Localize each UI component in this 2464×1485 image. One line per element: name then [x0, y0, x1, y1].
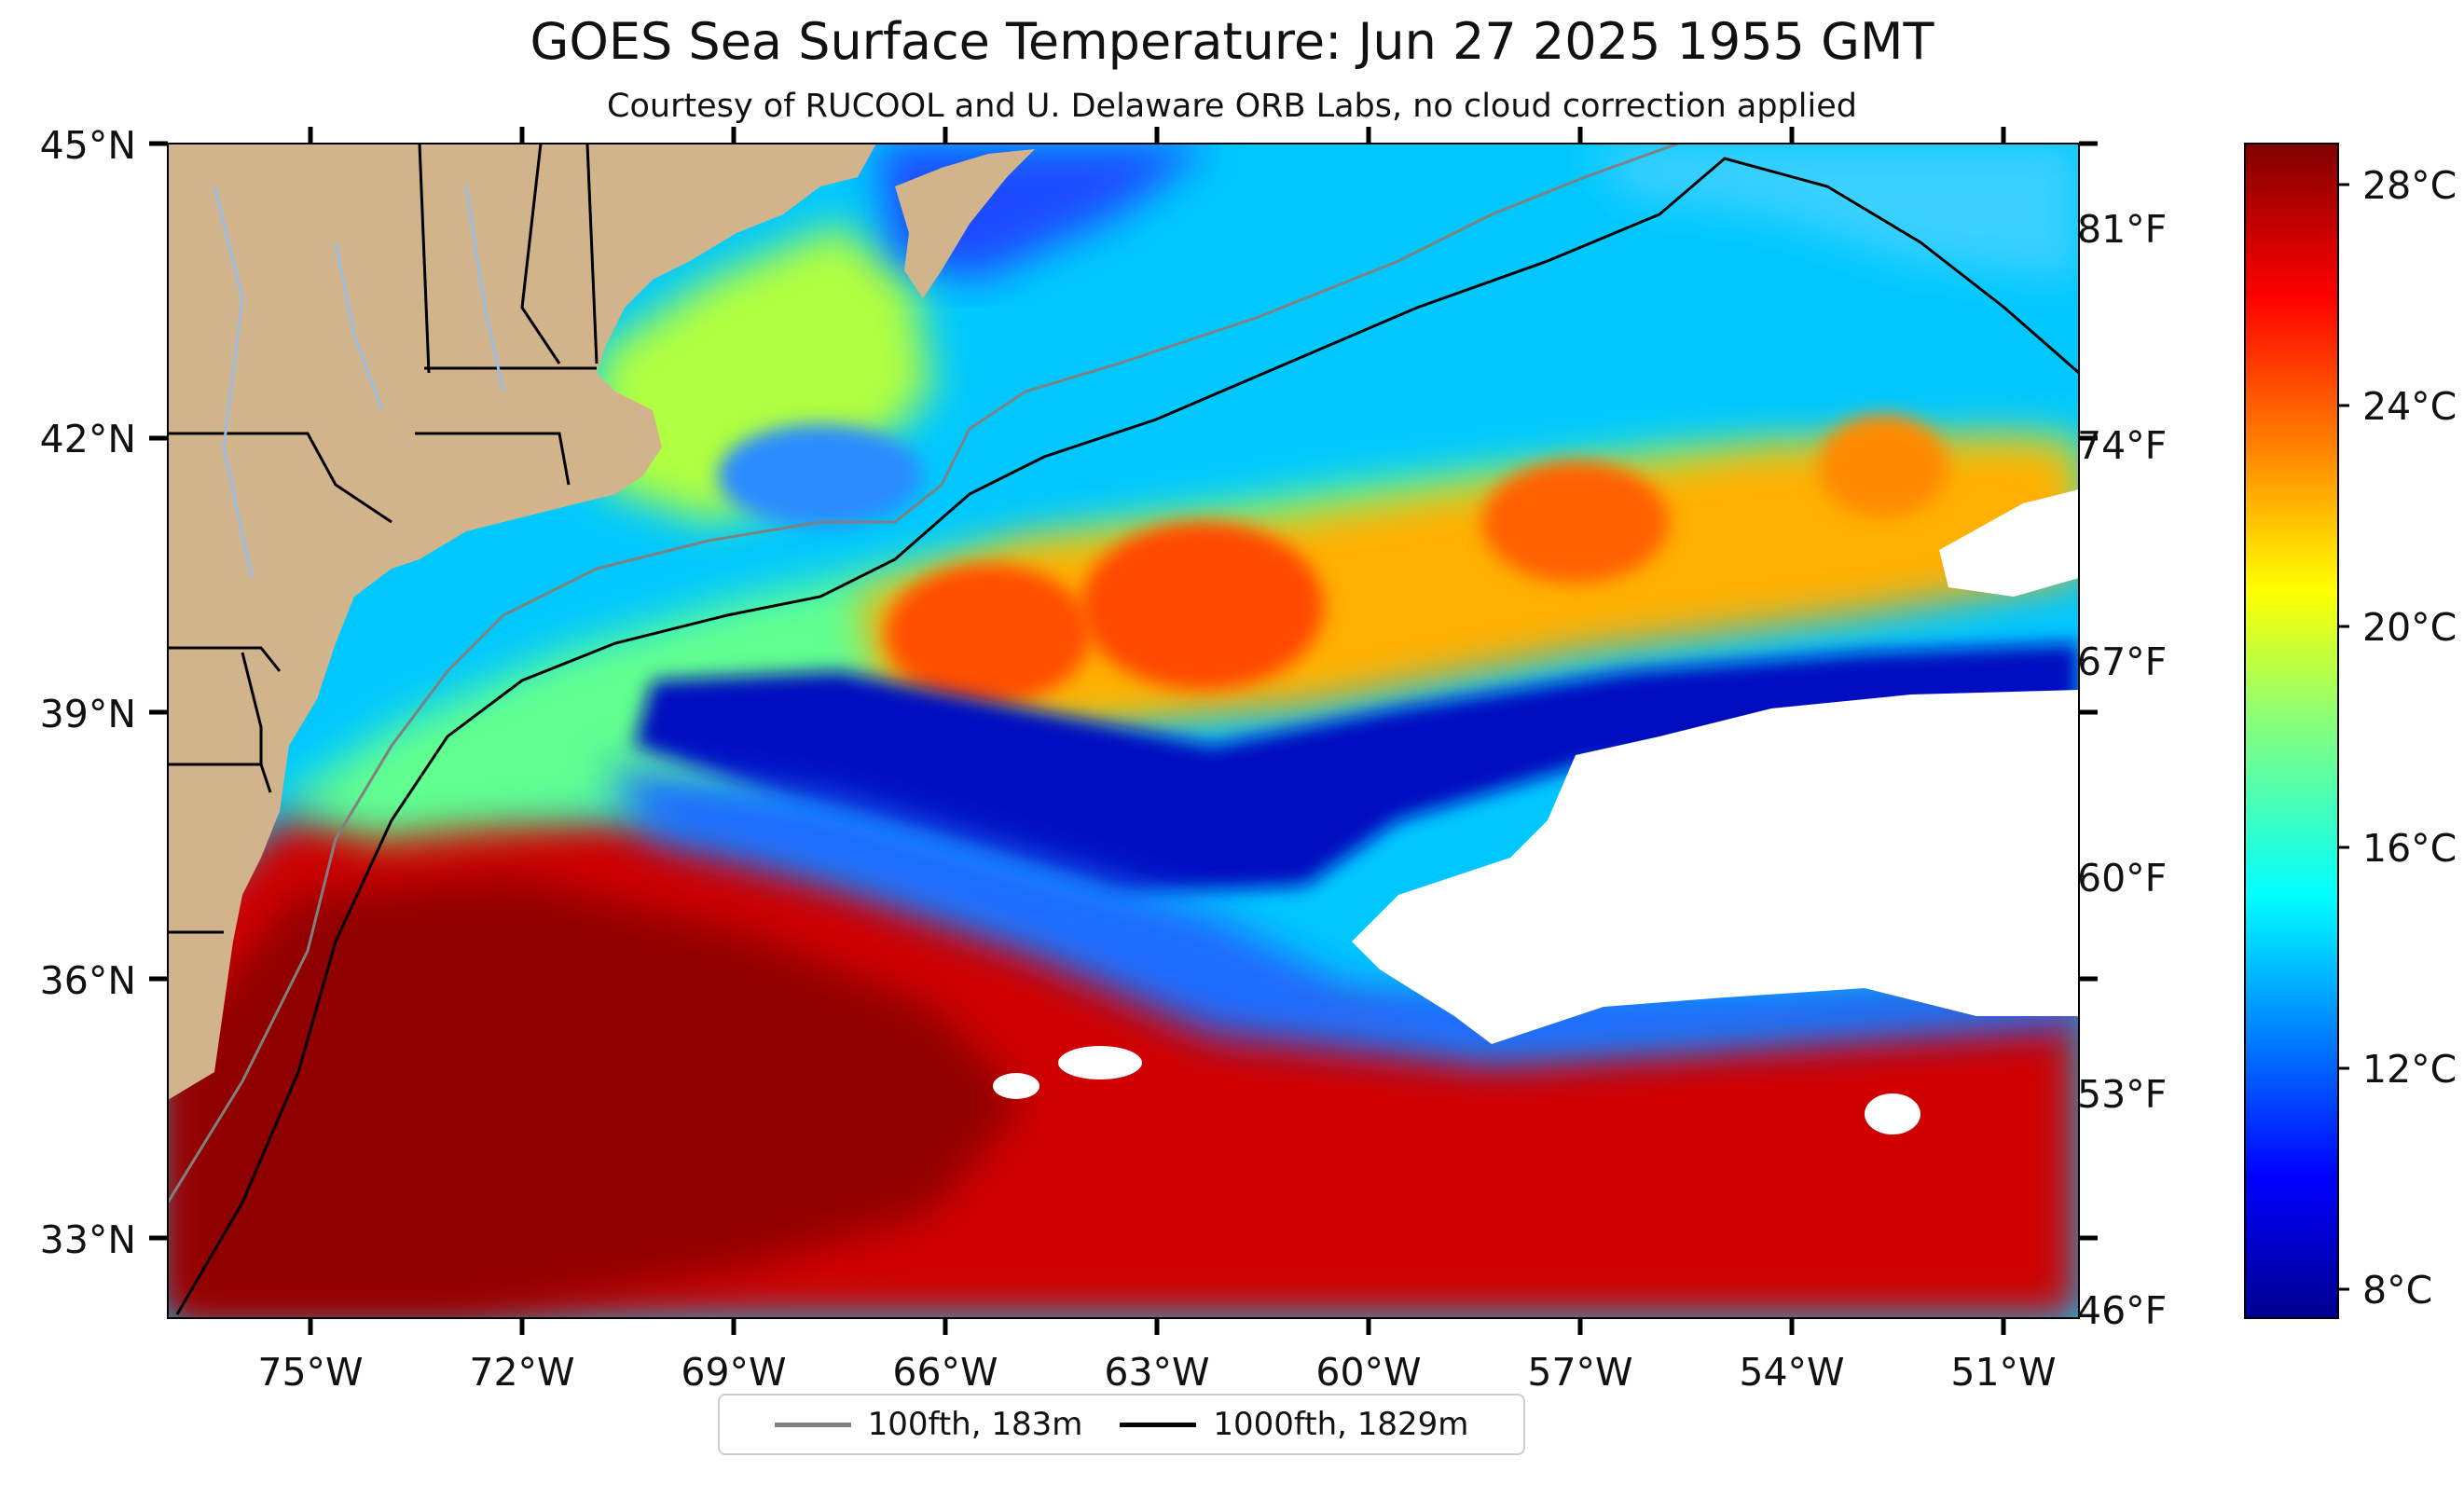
colorbar-tick-8c: 8°C: [2362, 1268, 2432, 1313]
lon-tick-60: 60°W: [1315, 1350, 1421, 1395]
lon-tick-66: 66°W: [892, 1350, 998, 1395]
lon-tick-69: 69°W: [681, 1350, 786, 1395]
no-data-region-northeast: [1939, 489, 2079, 597]
lat-tick-39: 39°N: [40, 692, 136, 736]
lon-tick-75: 75°W: [257, 1350, 363, 1395]
colorbar-ticks: [2338, 183, 2349, 1291]
warm-eddy-4: [1818, 415, 1948, 517]
contour-1000fth: [175, 157, 2079, 1315]
nova-scotia-land: [895, 149, 1035, 298]
no-data-patch-3: [993, 1073, 1039, 1099]
georges-bank-cool: [718, 424, 923, 527]
colorbar-tick-24c: 24°C: [2362, 384, 2457, 429]
lat-tick-42: 42°N: [40, 417, 136, 461]
contour-100fth: [168, 144, 1679, 1203]
lat-tick-33: 33°N: [40, 1217, 136, 1262]
colorbar-tick-16c: 16°C: [2362, 826, 2457, 871]
colorbar: [2244, 143, 2339, 1319]
warm-eddy-3: [1482, 461, 1669, 583]
state-borders: [168, 144, 599, 934]
no-data-patch-2: [1865, 1093, 1920, 1134]
cold-slope-band: [634, 643, 2079, 895]
lon-tick-57: 57°W: [1527, 1350, 1632, 1395]
warm-eddy-1: [886, 564, 1091, 704]
lon-axis-bottom: [308, 1318, 2006, 1335]
warm-eddy-2: [1081, 522, 1324, 690]
sst-plot-area: [168, 144, 2079, 1318]
fahrenheit-tick-46: 46°F: [2077, 1288, 2167, 1333]
plot-frame: [167, 143, 2080, 1319]
legend-item-100fth: 100fth, 183m: [774, 1406, 1083, 1443]
fahrenheit-tick-67: 67°F: [2077, 639, 2167, 684]
colorbar-tick-28c: 28°C: [2362, 163, 2457, 208]
map-title: GOES Sea Surface Temperature: Jun 27 202…: [530, 12, 1934, 71]
contour-legend: 100fth, 183m 1000fth, 1829m: [718, 1394, 1525, 1455]
lon-tick-54: 54°W: [1739, 1350, 1844, 1395]
legend-item-1000fth: 1000fth, 1829m: [1120, 1406, 1468, 1443]
fahrenheit-tick-74: 74°F: [2077, 423, 2167, 468]
dark-red-core: [168, 876, 1026, 1318]
lon-tick-51: 51°W: [1950, 1350, 2056, 1395]
no-data-region-east: [1352, 690, 2079, 1044]
land-mass: [168, 144, 876, 1100]
map-subtitle: Courtesy of RUCOOL and U. Delaware ORB L…: [607, 88, 1857, 125]
colorbar-tick-20c: 20°C: [2362, 605, 2457, 650]
fahrenheit-tick-60: 60°F: [2077, 856, 2167, 901]
no-data-patch-1: [1058, 1046, 1142, 1079]
lon-tick-63: 63°W: [1104, 1350, 1209, 1395]
rivers: [213, 186, 505, 579]
lon-axis-top: [308, 127, 2006, 144]
legend-swatch-100fth: [774, 1422, 851, 1427]
legend-label-100fth: 100fth, 183m: [867, 1406, 1083, 1443]
lat-tick-36: 36°N: [40, 958, 136, 1003]
fahrenheit-tick-81: 81°F: [2077, 207, 2167, 252]
lon-tick-72: 72°W: [469, 1350, 574, 1395]
lat-axis-left: [149, 141, 168, 1241]
northeast-cool-water: [1585, 144, 2079, 280]
legend-label-1000fth: 1000fth, 1829m: [1213, 1406, 1469, 1443]
lat-tick-45: 45°N: [40, 123, 136, 168]
fahrenheit-axis-ticks: [2079, 141, 2098, 1241]
colorbar-tick-12c: 12°C: [2362, 1047, 2457, 1092]
legend-swatch-1000fth: [1120, 1422, 1197, 1427]
fahrenheit-tick-53: 53°F: [2077, 1072, 2167, 1117]
